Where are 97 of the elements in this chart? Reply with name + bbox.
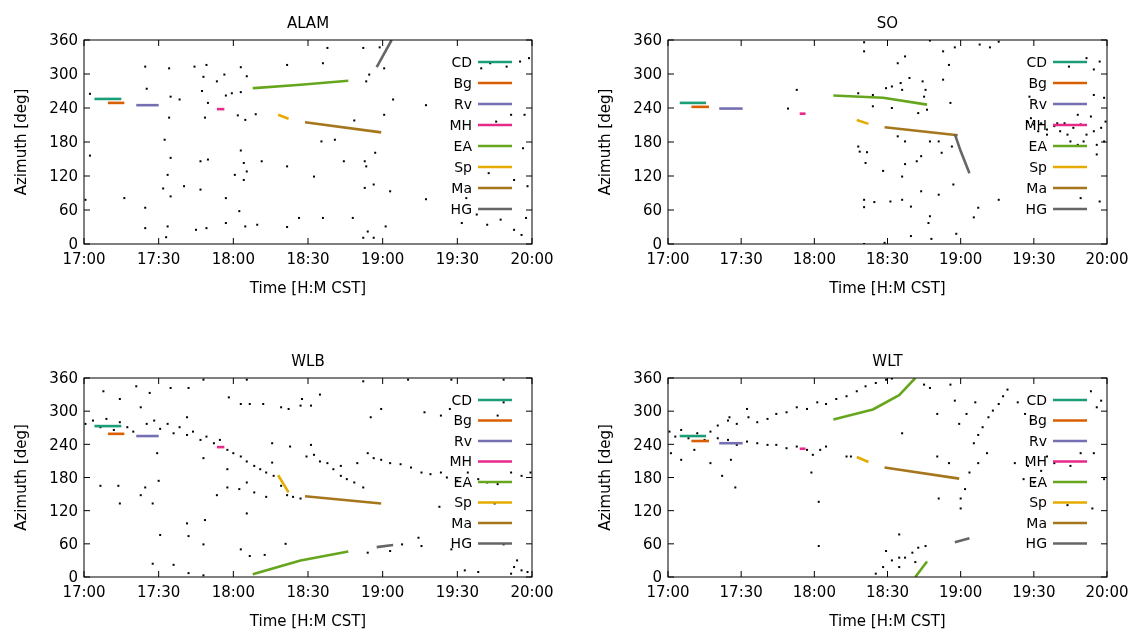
x-tick-label: 18:00	[211, 250, 255, 268]
y-tick-label: 300	[49, 402, 78, 421]
legend-label: Bg	[453, 412, 472, 429]
y-tick-label: 240	[633, 435, 662, 454]
y-tick-label: 120	[49, 167, 78, 186]
legend-label: EA	[1028, 137, 1048, 154]
legend-label: Ma	[451, 179, 472, 196]
x-tick-label: 20:00	[1085, 583, 1129, 601]
x-tick-label: 17:30	[719, 583, 763, 601]
y-tick-label: 300	[633, 402, 662, 421]
x-tick-label: 18:00	[792, 583, 836, 601]
legend-label: MH	[1024, 116, 1047, 133]
x-tick-label: 17:00	[62, 250, 106, 268]
legend-label: HG	[1025, 535, 1047, 552]
legend-label: Rv	[453, 432, 472, 449]
legend-label: MH	[449, 116, 472, 133]
y-tick-label: 360	[49, 31, 78, 50]
x-tick-label: 17:00	[62, 583, 106, 601]
x-tick-label: 19:30	[435, 250, 479, 268]
x-tick-label: 19:30	[1012, 583, 1056, 601]
legend-label: HG	[450, 200, 472, 217]
legend-label: Bg	[1028, 74, 1047, 91]
legend-label: Sp	[454, 494, 473, 511]
x-tick-label: 19:00	[939, 583, 983, 601]
legend-label: Rv	[1028, 432, 1047, 449]
x-tick-label: 19:00	[361, 250, 405, 268]
y-tick-label: 180	[633, 133, 662, 152]
chart-title: WLB	[291, 352, 325, 370]
x-axis-title: Time [H:M CST]	[248, 612, 367, 630]
legend-label: MH	[449, 453, 472, 470]
x-tick-label: 17:00	[646, 250, 690, 268]
chart-title: SO	[876, 14, 899, 32]
y-tick-label: 60	[642, 201, 662, 220]
legend-label: Sp	[1029, 158, 1048, 175]
x-tick-label: 18:30	[865, 583, 910, 601]
x-tick-label: 20:00	[510, 583, 554, 601]
y-tick-label: 60	[58, 201, 78, 220]
legend-label: HG	[1025, 200, 1047, 217]
y-tick-label: 300	[49, 65, 78, 84]
y-tick-label: 180	[49, 133, 78, 152]
y-tick-label: 120	[633, 167, 662, 186]
x-tick-label: 19:00	[361, 583, 405, 601]
chart-title: ALAM	[286, 14, 330, 32]
legend-label: EA	[453, 473, 473, 490]
x-axis-title: Time [H:M CST]	[828, 279, 946, 297]
x-tick-label: 18:30	[286, 250, 330, 268]
y-tick-label: 120	[633, 501, 662, 520]
legend-label: MH	[1024, 453, 1047, 470]
line-series	[832, 378, 917, 421]
legend-label: CD	[451, 391, 472, 408]
x-tick-label: 20:00	[1085, 250, 1129, 268]
y-tick-label: 180	[49, 468, 78, 487]
legend-label: Sp	[454, 158, 473, 175]
x-tick-label: 18:00	[792, 250, 836, 268]
x-tick-label: 17:30	[137, 250, 181, 268]
legend-label: Ma	[1026, 179, 1047, 196]
y-tick-label: 360	[633, 31, 662, 50]
x-tick-label: 17:00	[646, 583, 690, 601]
y-axis-title: Azimuth [deg]	[12, 424, 30, 531]
y-tick-label: 60	[642, 535, 662, 554]
legend-label: Ma	[1026, 514, 1047, 531]
legend-label: EA	[453, 137, 473, 154]
x-tick-label: 17:30	[137, 583, 181, 601]
legend-label: CD	[451, 53, 472, 70]
y-tick-label: 360	[49, 369, 78, 388]
x-axis-title: Time [H:M CST]	[828, 612, 946, 630]
x-tick-label: 19:00	[939, 250, 983, 268]
y-tick-label: 120	[49, 501, 78, 520]
y-axis-title: Azimuth [deg]	[596, 424, 614, 531]
chart-title: WLT	[872, 352, 904, 370]
legend-label: EA	[1028, 473, 1048, 490]
y-tick-label: 240	[633, 99, 662, 118]
legend-label: CD	[1026, 391, 1047, 408]
y-tick-label: 240	[49, 435, 78, 454]
y-axis-title: Azimuth [deg]	[596, 88, 614, 196]
legend-label: Ma	[451, 514, 472, 531]
legend-label: CD	[1026, 53, 1047, 70]
y-tick-label: 360	[633, 369, 662, 388]
legend-label: Rv	[453, 95, 472, 112]
x-axis-title: Time [H:M CST]	[248, 279, 367, 297]
legend-label: HG	[450, 535, 472, 552]
y-axis-title: Azimuth [deg]	[12, 88, 30, 196]
legend-label: Rv	[1028, 95, 1047, 112]
x-tick-label: 18:30	[286, 583, 330, 601]
legend-label: Sp	[1029, 494, 1048, 511]
x-tick-label: 19:30	[435, 583, 479, 601]
x-tick-label: 19:30	[1012, 250, 1056, 268]
y-tick-label: 60	[58, 535, 78, 554]
legend-label: Bg	[453, 74, 472, 91]
y-tick-label: 240	[49, 99, 78, 118]
x-tick-label: 18:00	[211, 583, 255, 601]
legend-label: Bg	[1028, 412, 1047, 429]
x-tick-label: 18:30	[865, 250, 910, 268]
y-tick-label: 180	[633, 468, 662, 487]
y-tick-label: 300	[633, 65, 662, 84]
x-tick-label: 20:00	[510, 250, 554, 268]
x-tick-label: 17:30	[719, 250, 763, 268]
